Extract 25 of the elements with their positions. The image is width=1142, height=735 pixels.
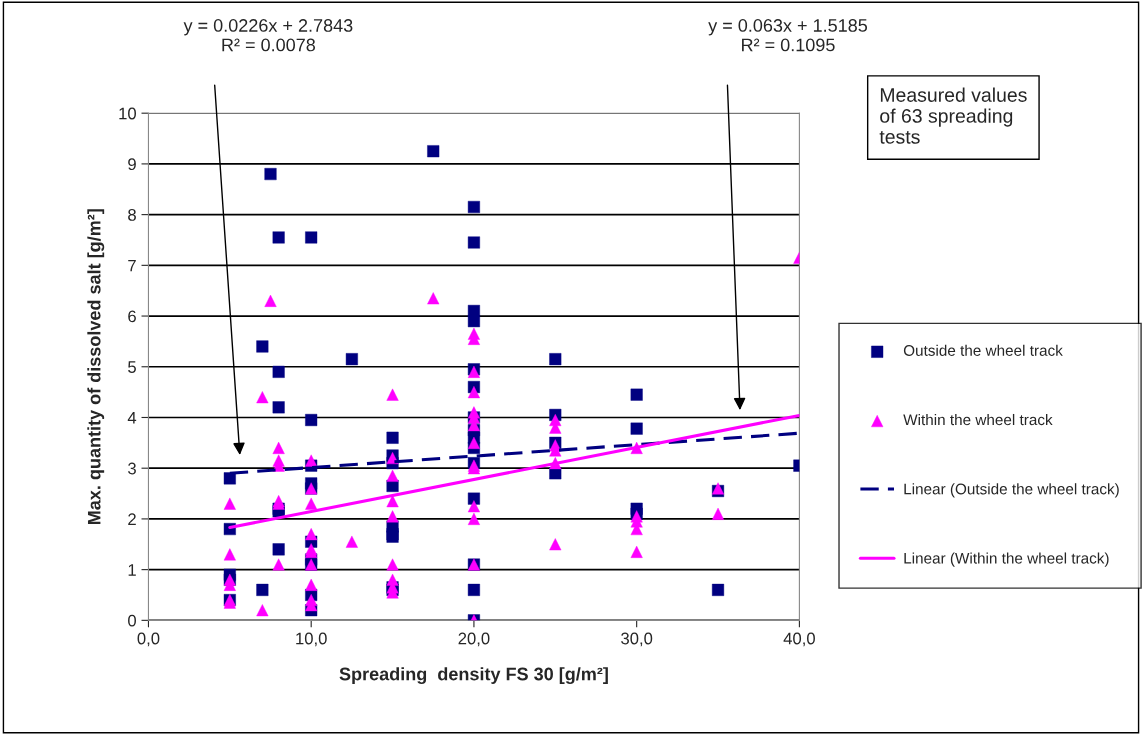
y-tick-label: 7 [128,259,136,272]
x-tick-label: 10,0 [296,632,327,647]
legend-label: Linear (Outside the wheel track) [904,483,1119,498]
y-tick-label: 1 [128,564,136,576]
text: y = 0.063x + 1.5185 R² = 0.1095 [708,19,868,52]
x-tick-label: 30,0 [621,632,653,647]
x-tick-label: 20,0 [458,632,490,647]
y-tick-label: 3 [128,462,136,475]
legend-label: Within the wheel track [903,413,1053,426]
y-tick-label: 2 [128,513,136,525]
y-tick-label: 6 [128,310,136,323]
text: Measured values of 63 spreading tests [879,87,1027,144]
y-tick-label: 8 [128,209,136,221]
y-axis-title: Max. quantity of dissolved salt [g/m²] [87,209,105,525]
y-tick-label: 5 [128,361,136,373]
y-tick-label: 10 [119,107,136,120]
x-tick-label: 0,0 [137,632,160,647]
legend-label: Outside the wheel track [903,344,1063,356]
y-tick-label: 0 [128,614,136,627]
text: y = 0.0226x + 2.7843 R² = 0.0078 [183,19,353,52]
y-tick-label: 9 [128,158,136,171]
y-tick-label: 4 [127,412,137,424]
x-axis-title: Spreading density FS 30 [g/m²] [339,667,608,685]
x-tick-label: 40,0 [783,632,815,647]
legend-label: Linear (Within the wheel track) [904,552,1109,567]
